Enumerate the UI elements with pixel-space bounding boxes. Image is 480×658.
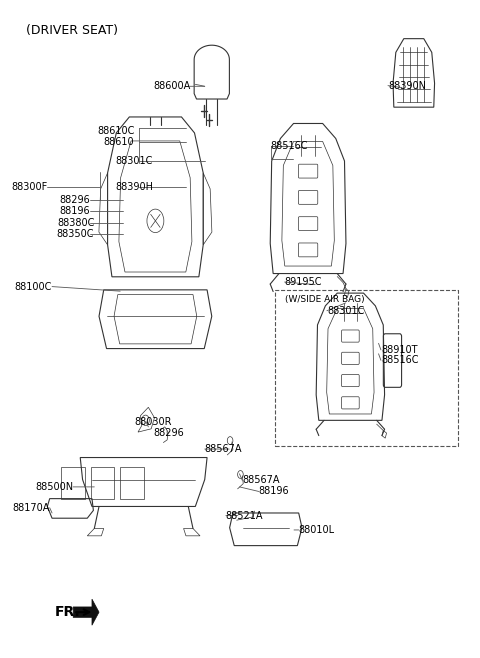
Text: 88296: 88296	[153, 428, 184, 438]
Text: (DRIVER SEAT): (DRIVER SEAT)	[26, 24, 118, 37]
Text: 88521A: 88521A	[226, 511, 264, 520]
Text: 88196: 88196	[259, 486, 289, 496]
Text: 88610C: 88610C	[97, 126, 134, 136]
Text: 89195C: 89195C	[285, 277, 322, 287]
Text: 88516C: 88516C	[271, 141, 308, 151]
Bar	[91, 467, 114, 499]
Text: 88350C: 88350C	[57, 230, 95, 240]
Bar	[275, 290, 458, 446]
Text: 88910T: 88910T	[381, 345, 418, 355]
Text: 88300F: 88300F	[11, 182, 48, 191]
Text: 88390N: 88390N	[388, 81, 426, 91]
Bar	[61, 467, 85, 499]
Text: 88301C: 88301C	[327, 306, 364, 316]
Text: 88030R: 88030R	[134, 417, 172, 426]
Text: 88516C: 88516C	[381, 355, 419, 365]
Text: 88196: 88196	[59, 206, 90, 216]
Text: 88567A: 88567A	[242, 475, 280, 486]
Text: 88301C: 88301C	[116, 157, 153, 166]
Text: 88567A: 88567A	[205, 444, 242, 454]
Text: 88100C: 88100C	[15, 282, 52, 291]
Polygon shape	[73, 599, 99, 625]
Text: 88610: 88610	[104, 137, 134, 147]
Text: 88170A: 88170A	[12, 503, 50, 513]
Text: 88600A: 88600A	[154, 82, 191, 91]
Text: (W/SIDE AIR BAG): (W/SIDE AIR BAG)	[285, 295, 364, 304]
Text: 88390H: 88390H	[115, 182, 153, 191]
Text: FR.: FR.	[54, 605, 80, 619]
Text: 88380C: 88380C	[57, 218, 95, 228]
Text: 88500N: 88500N	[35, 482, 73, 492]
Bar	[120, 467, 144, 499]
Text: 88296: 88296	[59, 195, 90, 205]
Text: 88010L: 88010L	[299, 525, 335, 535]
